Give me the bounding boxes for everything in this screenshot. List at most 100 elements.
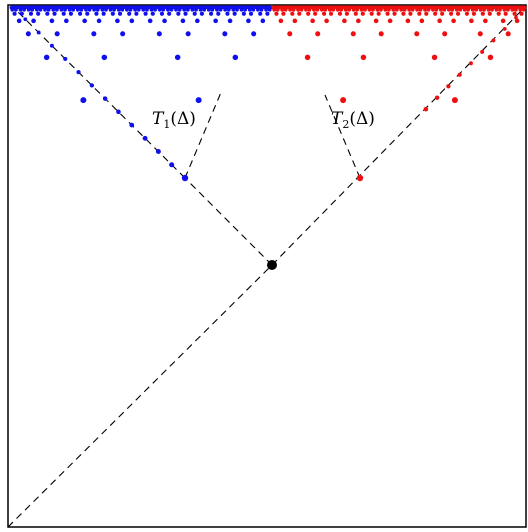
right-tree-band-dot <box>512 5 516 9</box>
left-tree-edge-dot <box>155 149 161 155</box>
right-tree-dot <box>469 18 474 24</box>
left-tree-band-dot <box>232 5 237 9</box>
right-tree-band-dot <box>497 5 501 9</box>
left-tree-dot <box>222 31 228 37</box>
right-tree-band-dot <box>312 5 316 9</box>
right-tree-band-dot <box>404 5 409 9</box>
left-tree-band-dot <box>165 5 169 9</box>
left-tree-dot <box>258 11 263 16</box>
left-tree-band-dot <box>100 5 104 9</box>
left-tree-band-dot <box>57 5 62 9</box>
right-tree-dot <box>437 18 442 24</box>
left-tree-dot <box>127 11 132 16</box>
left-tree-band-dot <box>210 5 214 9</box>
frame-border <box>7 4 527 528</box>
left-tree-band-dot <box>172 5 177 9</box>
right-tree-dot <box>337 11 343 16</box>
right-tree-band-dot <box>459 5 464 9</box>
left-tree-dot <box>232 11 237 16</box>
right-tree-band-dot <box>282 5 286 9</box>
label-t2: T2(Δ) <box>331 109 375 131</box>
left-tree-band-dot <box>107 5 112 9</box>
right-tree-band-dot <box>304 5 309 9</box>
left-tree-band-dot <box>142 5 147 9</box>
left-tree-band-dot <box>12 5 17 9</box>
left-tree-band-dot <box>22 5 27 9</box>
right-tree-band-dot <box>294 5 299 9</box>
right-tree-edge-dot <box>480 49 485 54</box>
left-tree-band-dot <box>45 5 49 9</box>
right-tree-dot <box>324 18 329 24</box>
right-tree-band-dot <box>387 5 391 9</box>
left-tree-band-dot <box>145 5 149 9</box>
left-tree-band-dot <box>180 5 184 9</box>
left-tree-band-dot <box>257 5 262 9</box>
left-tree-band-dot <box>110 5 114 9</box>
left-tree-band-dot <box>217 5 222 9</box>
right-tree-band-dot <box>337 5 341 9</box>
right-tree-dot <box>451 18 456 24</box>
left-tree-edge-dot <box>49 43 54 48</box>
left-tree-band-dot <box>227 5 232 9</box>
left-tree-band-dot <box>242 5 247 9</box>
right-tree-band-dot <box>324 5 329 9</box>
right-tree-band-dot <box>329 5 334 9</box>
left-tree-dot <box>213 18 218 24</box>
right-tree-band-dot <box>357 5 361 9</box>
right-tree-band-dot <box>384 5 389 9</box>
left-tree-band-dot <box>192 5 197 9</box>
right-tree-edge-dot <box>434 95 440 100</box>
left-tree-edge-dot <box>63 56 68 61</box>
left-tree-dot <box>12 11 17 16</box>
right-tree-dot <box>433 11 438 16</box>
left-tree-band-dot <box>170 5 174 9</box>
right-tree-band-dot <box>462 5 466 9</box>
left-tree-band-dot <box>102 5 107 9</box>
left-tree-band-dot <box>32 5 37 9</box>
left-tree-dot <box>115 18 120 24</box>
left-tree-dot <box>49 18 55 24</box>
left-tree-dot <box>54 31 60 37</box>
right-tree-dot <box>424 11 429 16</box>
right-tree-band-dot <box>457 5 461 9</box>
right-tree-dot <box>321 11 327 16</box>
left-tree-band-dot <box>97 5 102 9</box>
right-tree-dot <box>373 18 379 24</box>
left-tree-dot <box>28 11 34 16</box>
right-tree-band-dot <box>362 5 366 9</box>
right-tree-band-dot <box>274 5 279 9</box>
left-tree-band-dot <box>252 5 257 9</box>
left-tree-dot <box>150 11 155 16</box>
right-tree-band-dot <box>369 5 374 9</box>
right-tree-band-dot <box>482 5 486 9</box>
left-tree-dot <box>199 11 205 16</box>
right-tree-band-dot <box>472 5 476 9</box>
left-tree-band-dot <box>152 5 157 9</box>
right-tree-band-dot <box>499 5 504 9</box>
right-tree-band-dot <box>302 5 306 9</box>
right-tree-dot <box>480 11 485 16</box>
left-tree-band-dot <box>187 5 192 9</box>
left-tree-dot <box>216 11 221 16</box>
right-tree-band-dot <box>392 5 396 9</box>
left-tree-dot <box>61 11 66 16</box>
right-tree-band-dot <box>414 5 419 9</box>
right-tree-dot <box>500 18 506 24</box>
right-tree-band-dot <box>277 5 281 9</box>
left-tree-band-dot <box>130 5 134 9</box>
right-tree-dot <box>297 11 302 16</box>
left-tree-band-dot <box>115 5 119 9</box>
left-tree-dot <box>16 18 22 24</box>
right-tree-band-dot <box>492 5 496 9</box>
right-tree-band-dot <box>334 5 339 9</box>
left-tree-band-dot <box>160 5 164 9</box>
right-tree-band-dot <box>317 5 321 9</box>
left-tree-dot <box>91 31 97 37</box>
right-tree-dot <box>369 11 374 16</box>
left-tree-band-dot <box>162 5 167 9</box>
left-tree-band-dot <box>140 5 144 9</box>
left-tree-band-dot <box>222 5 227 9</box>
left-tree-dot <box>180 18 186 24</box>
left-tree-band-dot <box>92 5 97 9</box>
left-tree-edge-dot <box>102 96 108 101</box>
